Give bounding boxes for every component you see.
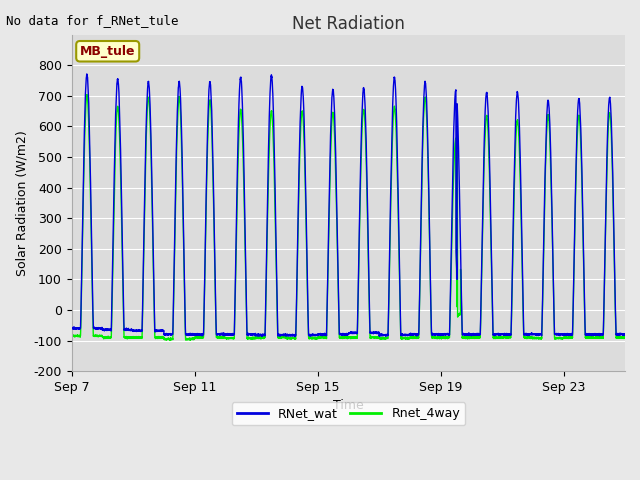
Line: Rnet_4way: Rnet_4way <box>72 95 625 340</box>
Rnet_4way <box>83 92 91 97</box>
RNet_wat <box>253 332 261 338</box>
Title: Net Radiation: Net Radiation <box>292 15 404 33</box>
Rnet_4way <box>170 272 178 277</box>
Rnet_4way <box>253 335 261 340</box>
Rnet_4way <box>68 333 76 339</box>
RNet_wat <box>170 270 178 276</box>
Rnet_4way <box>167 336 175 342</box>
Y-axis label: Solar Radiation (W/m2): Solar Radiation (W/m2) <box>15 130 28 276</box>
RNet_wat <box>90 325 98 331</box>
Text: MB_tule: MB_tule <box>80 45 136 58</box>
Rnet_4way <box>166 337 174 343</box>
Rnet_4way <box>397 334 405 340</box>
RNet_wat <box>621 332 629 337</box>
RNet_wat <box>615 331 623 337</box>
RNet_wat <box>68 325 76 331</box>
RNet_wat <box>83 71 91 77</box>
RNet_wat <box>397 333 405 338</box>
Rnet_4way <box>90 333 98 338</box>
RNet_wat <box>167 332 175 338</box>
Text: No data for f_RNet_tule: No data for f_RNet_tule <box>6 14 179 27</box>
Rnet_4way <box>615 335 623 341</box>
X-axis label: Time: Time <box>333 399 364 412</box>
Legend: RNet_wat, Rnet_4way: RNet_wat, Rnet_4way <box>232 402 465 425</box>
Line: RNet_wat: RNet_wat <box>72 74 625 336</box>
RNet_wat <box>291 334 299 339</box>
Rnet_4way <box>621 334 629 340</box>
